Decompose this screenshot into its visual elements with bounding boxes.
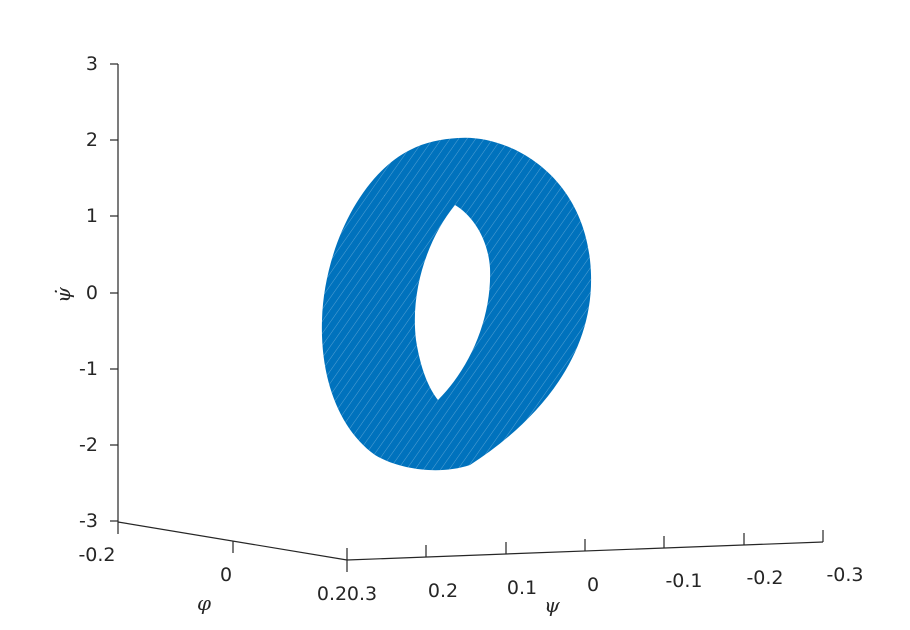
- z-tick: 2: [86, 129, 118, 151]
- x-tick: 0.2: [425, 545, 458, 602]
- x-tick: -0.2: [743, 533, 784, 589]
- z-tick-label: -1: [79, 358, 98, 380]
- z-tick-label: -2: [79, 434, 98, 456]
- x-axis: 0.3 0.2 0.1 0 -0.1 -0.2 -0.3 ψ: [346, 530, 864, 617]
- x-tick-label: 0.3: [347, 583, 377, 605]
- y-tick-label: 0: [220, 564, 232, 586]
- x-tick: 0.3: [346, 548, 377, 605]
- x-axis-title: ψ: [544, 593, 560, 617]
- x-tick-label: 0.2: [428, 580, 458, 602]
- x-tick: -0.3: [822, 530, 864, 586]
- torus-mesh: [321, 137, 592, 471]
- x-tick: 0.1: [505, 542, 537, 599]
- z-tick-label: 1: [86, 205, 98, 227]
- y-axis-title: φ: [197, 591, 211, 615]
- z-tick: 3: [86, 53, 118, 75]
- x-tick: -0.1: [663, 536, 703, 592]
- y-tick: -0.2: [78, 522, 119, 566]
- z-tick: -3: [79, 510, 118, 532]
- y-tick-label: 0.2: [317, 583, 347, 605]
- torus-surface: [321, 137, 592, 471]
- x-tick: 0: [584, 539, 599, 596]
- z-tick: 0: [86, 282, 118, 304]
- z-tick: -1: [79, 358, 118, 380]
- z-tick-label: -3: [79, 510, 98, 532]
- z-axis-title: ψ̇: [51, 287, 75, 303]
- z-tick: 1: [86, 205, 118, 227]
- y-axis: -0.2 0 0.2 φ: [78, 522, 348, 615]
- z-tick: -2: [79, 434, 118, 456]
- z-tick-label: 3: [86, 53, 98, 75]
- z-tick-label: 0: [86, 282, 98, 304]
- x-tick-label: 0.1: [507, 577, 537, 599]
- y-tick-label: -0.2: [78, 544, 115, 566]
- x-tick-label: -0.1: [665, 570, 702, 592]
- y-tick: 0: [220, 541, 234, 586]
- x-tick-label: 0: [587, 574, 599, 596]
- x-tick-label: -0.3: [826, 564, 863, 586]
- z-axis: 3 2 1 0 -1 -2 -3 ψ̇: [51, 53, 118, 532]
- z-tick-label: 2: [86, 129, 98, 151]
- y-tick: 0.2: [317, 560, 348, 605]
- x-tick-label: -0.2: [746, 567, 783, 589]
